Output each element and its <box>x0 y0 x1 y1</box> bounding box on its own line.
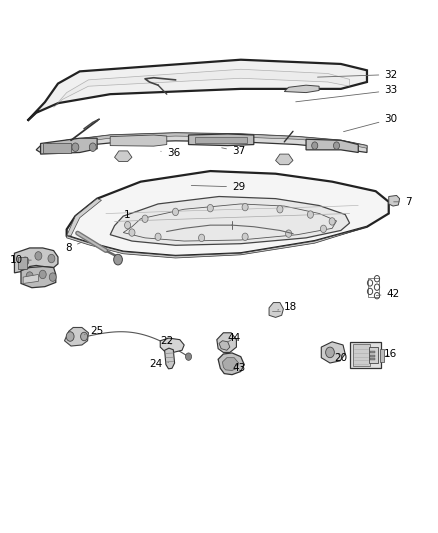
Polygon shape <box>276 154 293 165</box>
Circle shape <box>48 254 55 263</box>
Text: 43: 43 <box>232 364 245 373</box>
Polygon shape <box>218 353 244 375</box>
Text: 42: 42 <box>376 289 400 299</box>
Text: 20: 20 <box>334 353 347 362</box>
Bar <box>369 347 378 363</box>
Circle shape <box>114 254 122 265</box>
Circle shape <box>81 332 88 341</box>
Bar <box>368 278 379 297</box>
Text: 22: 22 <box>160 336 173 346</box>
Text: 37: 37 <box>222 147 245 157</box>
Bar <box>353 344 370 366</box>
Polygon shape <box>165 348 175 369</box>
Polygon shape <box>53 69 350 108</box>
Circle shape <box>22 257 29 265</box>
Text: 16: 16 <box>384 349 398 359</box>
Polygon shape <box>223 358 239 370</box>
Circle shape <box>286 230 292 237</box>
Polygon shape <box>389 196 399 206</box>
Text: 1: 1 <box>124 209 138 220</box>
Polygon shape <box>23 274 39 284</box>
Circle shape <box>89 143 96 151</box>
Polygon shape <box>67 171 389 256</box>
Circle shape <box>307 211 314 218</box>
Polygon shape <box>188 134 254 146</box>
Circle shape <box>129 229 135 236</box>
Polygon shape <box>36 133 367 152</box>
Circle shape <box>198 234 205 241</box>
Circle shape <box>329 217 335 225</box>
Circle shape <box>185 353 191 360</box>
Bar <box>350 342 381 368</box>
Polygon shape <box>160 338 184 352</box>
Circle shape <box>72 143 79 151</box>
Polygon shape <box>110 197 350 245</box>
Text: 18: 18 <box>278 302 297 312</box>
Text: 24: 24 <box>149 359 168 369</box>
Circle shape <box>124 221 131 229</box>
Bar <box>380 349 385 362</box>
Polygon shape <box>110 135 167 146</box>
Text: 33: 33 <box>296 85 398 102</box>
Polygon shape <box>217 333 237 352</box>
Circle shape <box>242 233 248 240</box>
Polygon shape <box>219 341 230 350</box>
Circle shape <box>66 332 74 341</box>
Polygon shape <box>306 139 358 152</box>
Circle shape <box>277 206 283 213</box>
Bar <box>195 136 247 143</box>
Text: 10: 10 <box>10 255 31 265</box>
Text: 25: 25 <box>85 326 104 336</box>
Bar <box>371 354 375 357</box>
Circle shape <box>46 143 53 151</box>
Text: 44: 44 <box>228 333 241 343</box>
Polygon shape <box>64 327 88 346</box>
Polygon shape <box>67 199 102 236</box>
Circle shape <box>321 225 326 232</box>
Bar <box>18 257 27 269</box>
Bar <box>371 351 375 353</box>
Polygon shape <box>67 227 367 258</box>
Circle shape <box>26 272 33 280</box>
Circle shape <box>142 215 148 222</box>
Polygon shape <box>321 342 345 363</box>
Circle shape <box>312 142 318 149</box>
Polygon shape <box>41 133 367 149</box>
Polygon shape <box>284 85 319 93</box>
Circle shape <box>39 270 46 279</box>
Polygon shape <box>269 303 283 317</box>
Text: 30: 30 <box>343 114 397 132</box>
Circle shape <box>173 208 179 216</box>
Circle shape <box>49 273 56 281</box>
Text: 8: 8 <box>66 242 81 253</box>
Bar <box>43 143 71 152</box>
Text: 32: 32 <box>318 70 398 79</box>
Bar <box>371 358 375 360</box>
Polygon shape <box>28 60 367 120</box>
Circle shape <box>242 204 248 211</box>
Polygon shape <box>14 248 58 273</box>
Circle shape <box>325 347 334 358</box>
Circle shape <box>207 205 213 212</box>
Polygon shape <box>21 266 56 288</box>
Polygon shape <box>115 151 132 161</box>
Polygon shape <box>41 138 97 154</box>
Text: 29: 29 <box>191 182 245 192</box>
Text: 7: 7 <box>394 197 412 207</box>
Text: 36: 36 <box>161 148 180 158</box>
Circle shape <box>333 142 339 149</box>
Circle shape <box>35 252 42 260</box>
Circle shape <box>155 233 161 240</box>
